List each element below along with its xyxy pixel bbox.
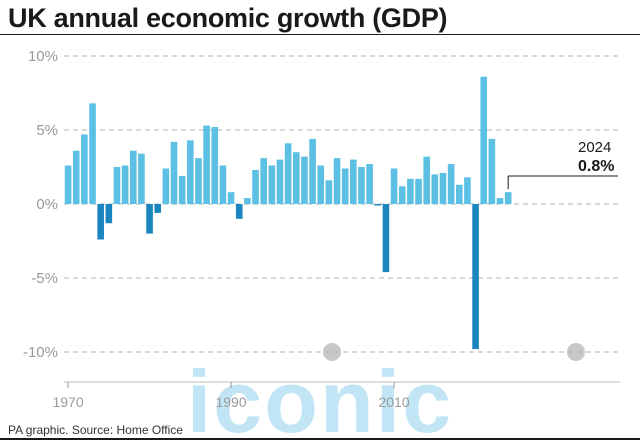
bar-1980 <box>146 204 153 234</box>
bar-1997 <box>284 143 292 204</box>
annotation-2024: 2024 0.8% <box>507 139 618 190</box>
bar-1987 <box>203 125 210 204</box>
bar-2019 <box>464 177 471 204</box>
bar-1970 <box>64 165 72 204</box>
y-tick-label: 10% <box>28 48 58 65</box>
y-tick-label: -5% <box>31 270 58 287</box>
bar-2014 <box>423 156 430 204</box>
bar-2024 <box>504 192 512 204</box>
watermark-dot-left <box>323 343 341 361</box>
bar-1989 <box>219 165 227 204</box>
bar-1974 <box>97 204 104 240</box>
bar-1995 <box>268 165 276 204</box>
bar-1973 <box>89 103 96 204</box>
y-tick-label: 0% <box>36 196 58 213</box>
bar-2005 <box>350 159 357 204</box>
bar-2000 <box>309 138 316 204</box>
bar-2023 <box>496 198 504 204</box>
bar-2012 <box>407 178 414 204</box>
watermark-dot-right <box>567 343 585 361</box>
bar-2006 <box>358 167 365 204</box>
bar-1981 <box>154 204 162 213</box>
bar-1986 <box>195 158 202 204</box>
chart-title: UK annual economic growth (GDP) <box>8 3 448 33</box>
annotation-value: 0.8% <box>578 158 614 175</box>
x-tick-label: 2010 <box>378 394 409 410</box>
bar-2009 <box>382 204 390 273</box>
watermark-text: iconic <box>187 352 453 442</box>
bar-2004 <box>341 168 349 204</box>
x-tick-label: 1970 <box>52 394 83 410</box>
bar-1998 <box>292 152 300 204</box>
bar-1994 <box>260 158 267 204</box>
bar-2010 <box>390 168 398 204</box>
bar-1976 <box>113 167 121 204</box>
bar-1979 <box>138 153 145 204</box>
bar-1983 <box>170 141 178 204</box>
bars <box>64 76 512 350</box>
bar-2003 <box>333 158 341 204</box>
footer-rule <box>0 438 640 440</box>
bar-1977 <box>121 165 129 204</box>
y-tick-label: -10% <box>23 344 58 361</box>
y-axis-ticks: 10% 5% 0% -5% -10% <box>23 48 58 361</box>
bar-2022 <box>488 138 496 204</box>
x-axis: 1970 1990 2010 <box>52 381 620 410</box>
bar-2021 <box>480 76 488 204</box>
annotation-year: 2024 <box>578 139 611 156</box>
title-rule <box>0 34 640 35</box>
bar-2020 <box>472 204 479 350</box>
watermark: iconic <box>187 343 585 442</box>
bar-1991 <box>235 204 243 219</box>
bar-1985 <box>187 140 194 204</box>
bar-1971 <box>72 150 80 204</box>
bar-1982 <box>162 168 170 204</box>
source-note: PA graphic. Source: Home Office <box>8 423 183 437</box>
bar-1972 <box>81 134 88 204</box>
bar-1975 <box>105 204 113 224</box>
y-tick-label: 5% <box>36 122 58 139</box>
bar-1996 <box>276 159 284 204</box>
bar-2016 <box>439 172 447 204</box>
bar-1984 <box>178 175 186 204</box>
bar-2011 <box>398 186 406 204</box>
x-tick-label: 1990 <box>215 394 246 410</box>
bar-1993 <box>252 169 259 204</box>
bar-2017 <box>447 164 455 204</box>
bar-2002 <box>325 180 333 204</box>
bar-1988 <box>211 127 219 204</box>
bar-2015 <box>431 174 439 204</box>
bar-2001 <box>317 165 325 204</box>
bar-2007 <box>366 164 373 204</box>
bar-1999 <box>301 156 308 204</box>
bar-1990 <box>227 192 235 204</box>
bar-2018 <box>455 184 463 204</box>
bar-1992 <box>244 198 251 204</box>
bar-1978 <box>129 150 137 204</box>
bar-2008 <box>374 204 382 206</box>
bar-2013 <box>415 178 422 204</box>
